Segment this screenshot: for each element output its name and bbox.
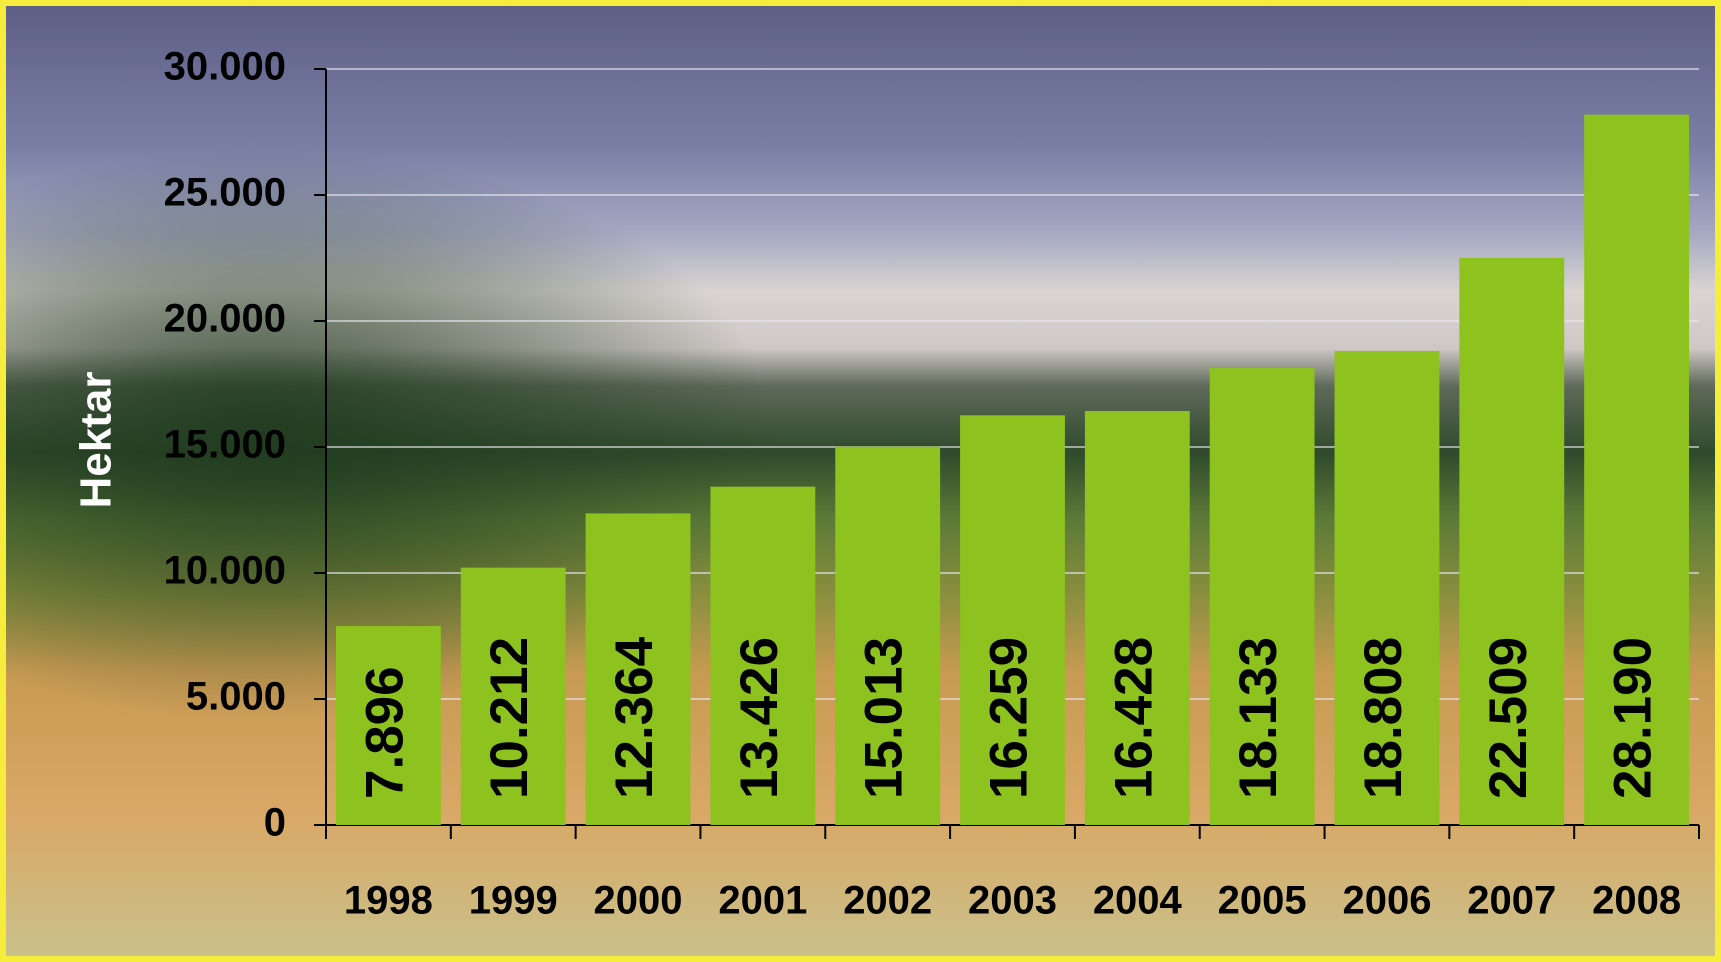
y-tick-label: 0 bbox=[264, 801, 286, 845]
bar-value-label: 28.190 bbox=[1604, 637, 1663, 799]
bar-value-label: 10.212 bbox=[480, 637, 539, 799]
x-tick-label: 2004 bbox=[1093, 879, 1183, 923]
x-tick-label: 2000 bbox=[594, 879, 683, 923]
y-tick-label: 30.000 bbox=[164, 45, 286, 89]
bar-value-label: 13.426 bbox=[730, 637, 789, 799]
x-tick-label: 2003 bbox=[968, 879, 1057, 923]
bar-value-label: 12.364 bbox=[605, 636, 664, 799]
bar bbox=[835, 446, 941, 825]
bar bbox=[1209, 368, 1315, 825]
x-tick-label: 1999 bbox=[469, 879, 558, 923]
bar bbox=[585, 513, 691, 825]
bar-value-label: 7.896 bbox=[355, 666, 414, 799]
bar bbox=[1334, 351, 1440, 825]
bar-value-label: 16.259 bbox=[980, 637, 1039, 799]
y-tick-label: 15.000 bbox=[164, 423, 286, 467]
x-tick-label: 1998 bbox=[344, 879, 433, 923]
y-tick-label: 25.000 bbox=[164, 171, 286, 215]
x-tick-label: 2002 bbox=[843, 879, 932, 923]
bar bbox=[335, 626, 441, 825]
y-axis-label: Hektar bbox=[72, 372, 121, 509]
bar bbox=[1584, 114, 1690, 825]
y-tick-label: 20.000 bbox=[164, 297, 286, 341]
bar bbox=[1459, 257, 1565, 825]
bar bbox=[960, 415, 1065, 825]
bar bbox=[460, 567, 566, 825]
bar bbox=[1084, 411, 1190, 825]
y-tick-label: 10.000 bbox=[164, 549, 286, 593]
bar bbox=[710, 486, 816, 825]
bar-value-label: 15.013 bbox=[855, 637, 914, 799]
bar-value-label: 18.133 bbox=[1229, 637, 1288, 799]
bar-value-label: 22.509 bbox=[1479, 637, 1538, 799]
bar-value-label: 16.428 bbox=[1104, 637, 1163, 799]
x-tick-label: 2008 bbox=[1592, 879, 1681, 923]
x-tick-label: 2001 bbox=[718, 879, 807, 923]
x-tick-label: 2006 bbox=[1342, 879, 1431, 923]
bar-value-label: 18.808 bbox=[1354, 637, 1413, 799]
y-tick-label: 5.000 bbox=[186, 675, 286, 719]
x-tick-label: 2005 bbox=[1218, 879, 1307, 923]
x-tick-label: 2007 bbox=[1467, 879, 1556, 923]
